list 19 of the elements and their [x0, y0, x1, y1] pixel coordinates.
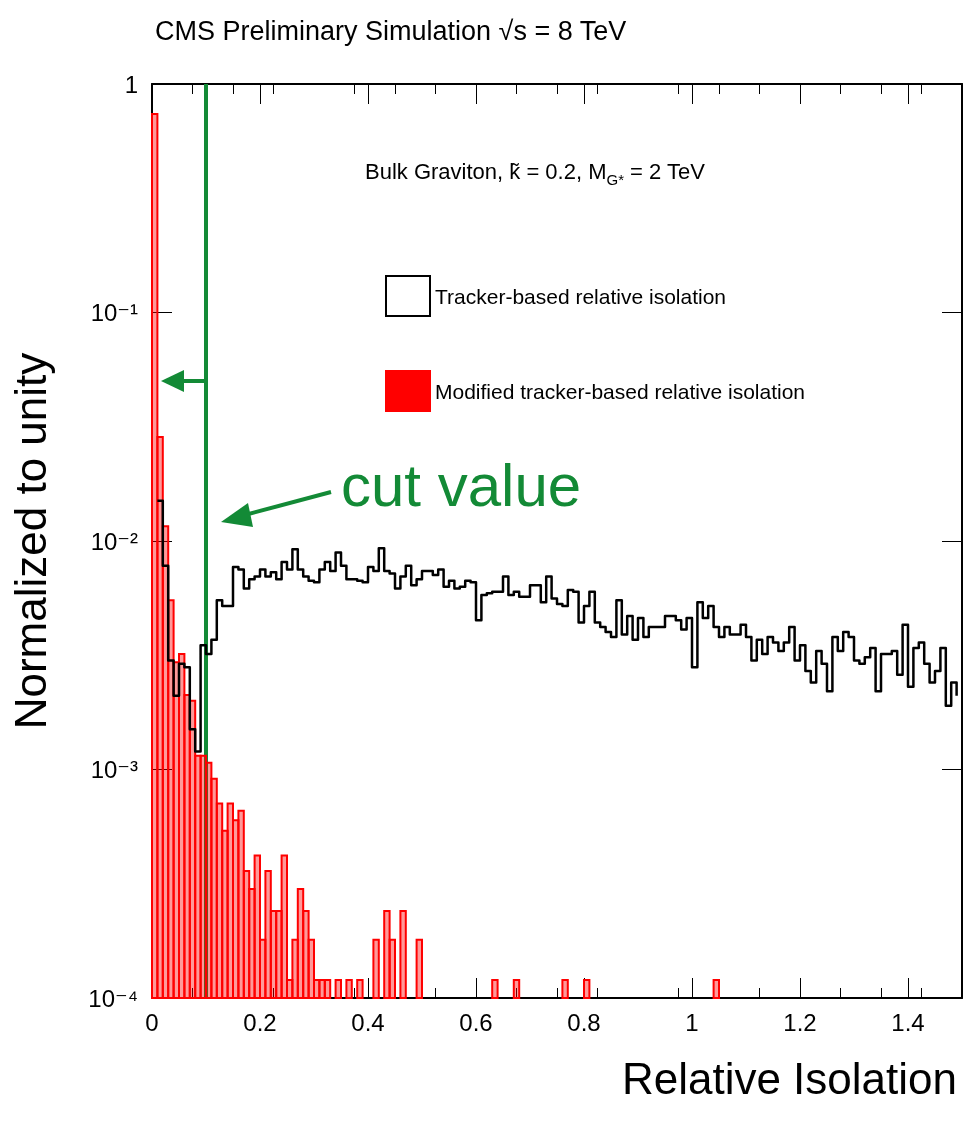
x-tick-label: 1.2	[783, 1008, 817, 1036]
x-axis-title: Relative Isolation	[621, 1053, 957, 1103]
y-tick-label: 10⁻¹	[90, 299, 138, 326]
y-axis-title: Normalized to unity	[5, 352, 55, 730]
y-tick-label: 10⁻⁴	[88, 984, 138, 1012]
chart-title: CMS Preliminary Simulation √s = 8 TeV	[155, 15, 627, 46]
x-tick-label: 0.6	[459, 1008, 493, 1036]
x-tick-label: 0.4	[351, 1008, 385, 1036]
legend-label: Tracker-based relative isolation	[435, 284, 727, 308]
x-tick-label: 0	[145, 1008, 159, 1036]
x-tick-label: 1	[685, 1008, 699, 1036]
ref-line-label: cut value	[341, 451, 582, 519]
x-tick-label: 1.4	[891, 1008, 925, 1036]
y-tick-label: 10⁻²	[90, 527, 138, 555]
x-tick-label: 0.8	[567, 1008, 601, 1036]
y-tick-label: 1	[124, 70, 138, 98]
legend-label: Modified tracker-based relative isolation	[435, 379, 806, 403]
y-tick-label: 10⁻³	[90, 756, 138, 783]
x-tick-label: 0.2	[243, 1008, 277, 1036]
